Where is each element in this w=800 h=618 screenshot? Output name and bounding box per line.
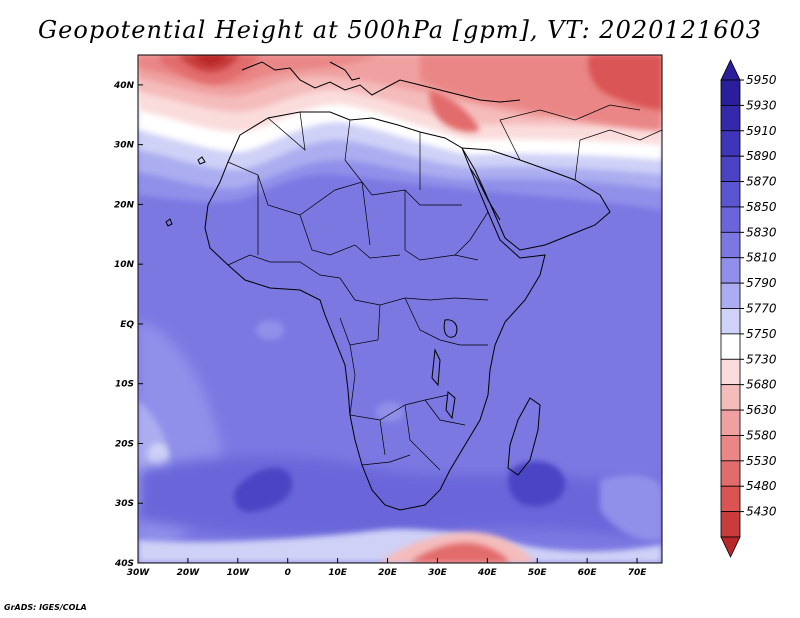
colorbar-label: 5480 [746, 479, 777, 493]
colorbar-label: 5730 [746, 352, 777, 366]
colorbar-label: 5930 [746, 98, 777, 112]
colorbar-swatch [720, 409, 741, 436]
lon-tick-label: 10W [227, 568, 251, 578]
lat-tick-label: 30S [115, 499, 134, 509]
lat-tick-label: 40N [113, 81, 135, 91]
lon-tick-label: 20E [378, 568, 398, 578]
map-title: Geopotential Height at 500hPa [gpm], VT:… [38, 16, 762, 44]
colorbar-swatch [720, 333, 741, 360]
lon-tick-label: 10E [328, 568, 348, 578]
colorbar-swatch [720, 257, 741, 284]
lat-tick-label: 30N [114, 141, 135, 151]
colorbar-label: 5950 [746, 73, 777, 87]
colorbar-swatch [720, 130, 741, 157]
colorbar-label: 5910 [746, 124, 777, 138]
country-borders [227, 104, 662, 471]
colorbar-label: 5430 [746, 505, 777, 519]
map-frame [137, 54, 663, 564]
colorbar-swatch [720, 384, 741, 411]
coastlines [165, 61, 611, 511]
colorbar-label: 5890 [746, 149, 777, 163]
lat-tick-label: 10N [114, 260, 135, 270]
colorbar-label: 5830 [746, 225, 777, 239]
colorbar-swatch [720, 231, 741, 259]
colorbar-swatch [720, 460, 741, 487]
grads-credit: GrADS: IGES/COLA [4, 603, 87, 612]
lon-tick-label: 60E [578, 568, 598, 578]
colorbar-label: 5530 [746, 454, 777, 468]
colorbar-swatch [720, 358, 741, 386]
colorbar-swatch [720, 181, 741, 208]
colorbar-swatch [720, 155, 741, 182]
colorbar-label: 5810 [746, 251, 777, 265]
lon-tick-label: 0 [285, 568, 291, 578]
colorbar-top-arrow [720, 59, 741, 81]
colorbar-swatch [720, 282, 741, 309]
colorbar-label: 5680 [746, 378, 777, 392]
colorbar-label: 5790 [746, 276, 777, 290]
lon-tick-label: 50E [528, 568, 548, 578]
colorbar-bottom-arrow [720, 536, 741, 558]
height-field [138, 55, 662, 563]
colorbar: 5950 5930 5910 5890 5870 5850 5830 5810 5790 5770… [720, 59, 777, 558]
colorbar-label: 5770 [746, 302, 777, 316]
lat-tick-label: 20N [114, 200, 135, 210]
lat-tick-label: EQ [120, 320, 134, 330]
lon-tick-label: 70E [628, 568, 648, 578]
latitude-axis: 40N 30N 20N 10N EQ 10S 20S 30S 40S [113, 81, 143, 569]
lon-tick-label: 20W [177, 568, 201, 578]
colorbar-swatch [720, 511, 741, 538]
colorbar-swatch [720, 485, 741, 513]
longitude-axis: 30W 20W 10W 0 10E 20E 30E 40E 50E 60E 70E [127, 558, 647, 578]
lon-tick-label: 40E [477, 568, 498, 578]
lon-tick-label: 30W [127, 568, 151, 578]
colorbar-swatch [720, 206, 741, 233]
colorbar-label: 5630 [746, 403, 777, 417]
lat-tick-label: 40S [114, 559, 134, 569]
colorbar-label: 5750 [746, 327, 777, 341]
colorbar-label: 5870 [746, 175, 777, 189]
lat-tick-label: 20S [115, 439, 134, 449]
colorbar-label: 5580 [746, 428, 777, 442]
colorbar-label: 5850 [746, 200, 777, 214]
colorbar-swatch [720, 104, 741, 132]
colorbar-swatch [720, 308, 741, 335]
colorbar-swatch [720, 435, 741, 462]
colorbar-swatch [720, 79, 741, 106]
lon-tick-label: 30E [428, 568, 448, 578]
lat-tick-label: 10S [115, 380, 134, 390]
